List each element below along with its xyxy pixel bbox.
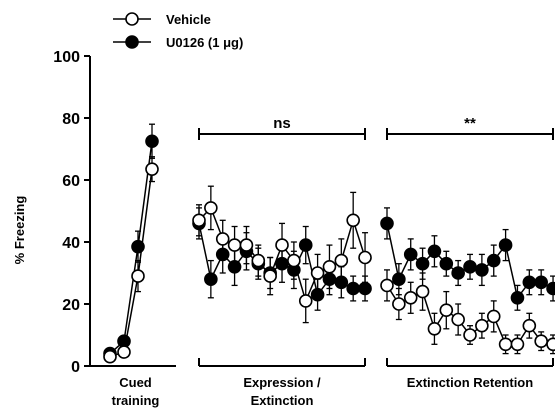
- category-label: Expression /: [243, 375, 321, 390]
- data-point: [427, 321, 442, 336]
- y-tick-label: 60: [62, 173, 80, 190]
- y-tick-label: 100: [53, 49, 80, 66]
- data-point: [498, 238, 513, 252]
- data-point: [263, 269, 277, 283]
- data-point: [103, 349, 117, 364]
- data-point: [239, 238, 254, 252]
- data-point: [380, 278, 394, 293]
- group-brackets: Cued training Expression / Extinction Extinc…: [112, 115, 554, 408]
- significance-label: **: [464, 115, 476, 132]
- data-point: [204, 201, 218, 215]
- data-point: [322, 259, 337, 274]
- data-point: [287, 253, 301, 268]
- series-line: [109, 169, 153, 358]
- data-point: [486, 309, 501, 324]
- data-point: [215, 232, 230, 246]
- series-layer: [103, 123, 555, 364]
- data-point: [415, 284, 430, 299]
- data-point: [498, 337, 513, 352]
- data-point: [298, 294, 313, 308]
- legend-item-vehicle: Vehicle: [113, 12, 211, 27]
- legend-label: U0126 (1 μg): [166, 35, 243, 50]
- series-line: [109, 141, 153, 355]
- data-point: [534, 334, 548, 349]
- data-point: [145, 134, 159, 149]
- category-label: Extinction Retention: [407, 375, 533, 390]
- category-label: Extinction: [251, 393, 314, 408]
- data-point: [475, 263, 489, 277]
- legend-label: Vehicle: [166, 12, 211, 27]
- data-point: [346, 281, 360, 296]
- data-point: [204, 272, 218, 287]
- category-label: training: [112, 393, 160, 408]
- data-point: [275, 238, 289, 252]
- data-point: [522, 318, 537, 333]
- legend: Vehicle U0126 (1 μg): [113, 12, 243, 50]
- data-point: [546, 337, 555, 352]
- data-point: [439, 303, 454, 318]
- data-point: [522, 275, 537, 290]
- data-point: [251, 253, 266, 268]
- data-point: [358, 250, 372, 265]
- data-point: [486, 253, 501, 268]
- y-axis-title: % Freezing: [12, 196, 27, 265]
- data-point: [392, 297, 406, 311]
- data-point: [451, 266, 465, 280]
- data-point: [510, 290, 525, 305]
- data-point: [475, 318, 489, 333]
- data-point: [227, 238, 242, 252]
- data-point: [310, 266, 325, 280]
- data-point: [439, 256, 454, 271]
- data-point: [403, 247, 418, 262]
- y-tick-label: 0: [71, 359, 80, 376]
- axes: 0 20 40 60 80 100: [53, 49, 176, 376]
- data-point: [392, 272, 406, 287]
- data-point: [451, 312, 465, 327]
- data-point: [346, 213, 360, 228]
- data-point: [534, 275, 548, 290]
- data-point: [358, 281, 372, 296]
- data-point: [131, 269, 145, 283]
- data-point: [192, 213, 206, 228]
- data-point: [403, 290, 418, 305]
- y-tick-label: 40: [62, 235, 80, 252]
- data-point: [380, 216, 394, 231]
- data-point: [145, 162, 159, 176]
- significance-label: ns: [273, 115, 291, 132]
- data-point: [546, 281, 555, 296]
- data-point: [510, 337, 525, 352]
- y-tick-label: 80: [62, 111, 80, 128]
- data-point: [298, 238, 313, 252]
- y-tick-label: 20: [62, 297, 80, 314]
- legend-marker: [125, 12, 139, 26]
- data-point: [463, 259, 477, 274]
- data-point: [334, 253, 349, 268]
- legend-marker: [125, 35, 139, 49]
- data-point: [463, 328, 477, 342]
- series-vehicle: [103, 156, 555, 364]
- legend-item-u0126: U0126 (1 μg): [113, 35, 243, 50]
- category-label: Cued: [119, 375, 152, 390]
- data-point: [427, 244, 442, 259]
- data-point: [415, 256, 430, 271]
- data-point: [117, 345, 131, 359]
